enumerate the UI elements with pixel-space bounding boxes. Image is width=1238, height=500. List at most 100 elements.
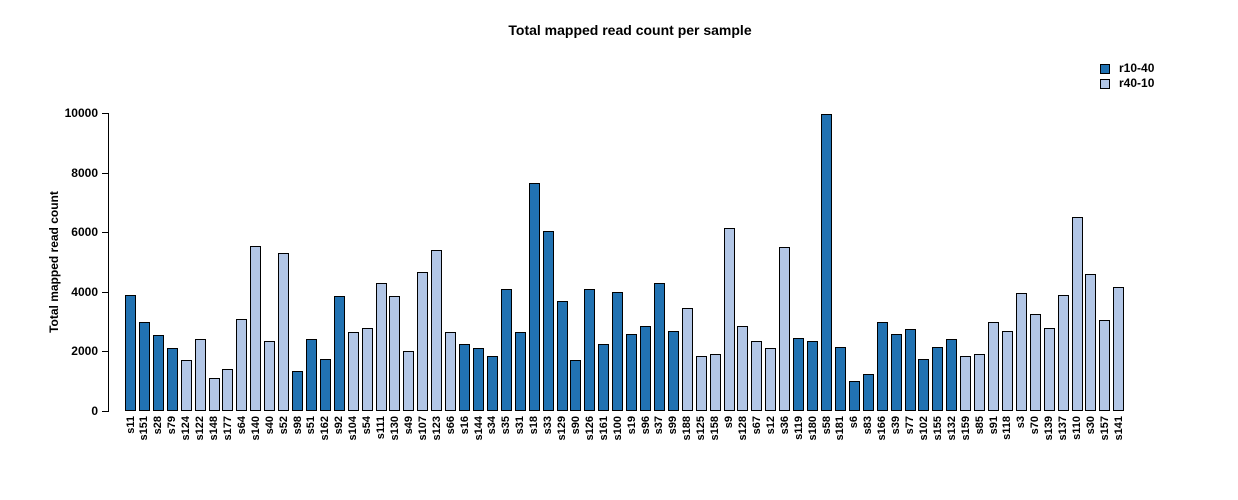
y-tick (102, 351, 108, 353)
x-label-s111: s111 (375, 416, 388, 440)
bar-s16 (459, 343, 471, 411)
x-label-s119: s119 (792, 416, 805, 440)
bar-s40 (264, 340, 276, 411)
bar-s132 (946, 339, 958, 411)
x-label-s124: s124 (180, 416, 193, 441)
bar-s37 (653, 282, 665, 411)
legend-label: r10-40 (1119, 61, 1155, 75)
x-label-s90: s90 (569, 416, 582, 435)
bar-s104 (347, 332, 359, 411)
bar-s92 (333, 296, 345, 411)
x-label-s148: s148 (208, 416, 221, 441)
x-label-s180: s180 (806, 416, 819, 441)
legend-swatch-dark (1100, 63, 1110, 74)
x-label-s139: s139 (1043, 416, 1056, 441)
x-label-s16: s16 (458, 416, 471, 435)
x-label-s66: s66 (444, 416, 457, 435)
y-tick (102, 411, 108, 412)
bar-s126 (584, 288, 596, 411)
bar-s85 (974, 354, 986, 411)
bar-s177 (222, 369, 234, 411)
x-label-s96: s96 (639, 416, 652, 435)
bar-s130 (389, 296, 401, 411)
bar-s129 (556, 300, 568, 411)
x-label-s85: s85 (973, 416, 986, 435)
x-label-s162: s162 (319, 416, 332, 441)
bar-s119 (793, 337, 805, 411)
x-label-s77: s77 (904, 416, 917, 435)
bar-s110 (1071, 217, 1083, 411)
x-label-s125: s125 (695, 416, 708, 441)
x-label-s99: s99 (667, 416, 680, 435)
x-label-s49: s49 (402, 416, 415, 435)
x-label-s110: s110 (1071, 416, 1084, 440)
bar-s83 (862, 373, 874, 411)
bar-s33 (542, 230, 554, 411)
bar-s102 (918, 358, 930, 411)
bar-s111 (375, 282, 387, 411)
x-label-s104: s104 (347, 416, 360, 441)
bar-s161 (598, 343, 610, 411)
y-tick-label: 0 (91, 404, 98, 418)
bar-s99 (667, 330, 679, 411)
bar-s124 (180, 360, 192, 411)
bar-s140 (250, 245, 262, 411)
y-tick-label: 2000 (71, 344, 98, 359)
legend-row-r40-10: r40-10 (1100, 76, 1154, 91)
y-tick (102, 113, 108, 114)
x-label-s34: s34 (486, 416, 499, 435)
bar-s162 (319, 358, 331, 411)
x-label-s137: s137 (1057, 416, 1070, 441)
x-label-s151: s151 (138, 416, 151, 441)
bar-s155 (932, 346, 944, 411)
chart-title: Total mapped read count per sample (508, 22, 752, 38)
x-label-s30: s30 (1084, 416, 1097, 435)
bar-s6 (848, 381, 860, 411)
bar-s96 (640, 326, 652, 411)
bar-s148 (208, 378, 220, 411)
x-label-s129: s129 (556, 416, 569, 441)
x-label-s12: s12 (764, 416, 777, 435)
x-label-s158: s158 (709, 416, 722, 441)
bar-s79 (166, 348, 178, 411)
x-label-s37: s37 (653, 416, 666, 435)
x-label-s40: s40 (263, 416, 276, 435)
legend-row-r10-40: r10-40 (1100, 61, 1154, 76)
x-label-s166: s166 (876, 416, 889, 441)
x-label-s155: s155 (931, 416, 944, 441)
bar-s9 (723, 227, 735, 411)
y-tick (102, 291, 108, 293)
bar-s52 (278, 253, 290, 411)
bar-s181 (834, 346, 846, 411)
x-label-s181: s181 (834, 416, 847, 441)
x-label-s122: s122 (194, 416, 207, 441)
x-label-s102: s102 (917, 416, 930, 441)
x-label-s52: s52 (277, 416, 290, 435)
x-label-s6: s6 (848, 416, 861, 429)
x-label-s11: s11 (124, 416, 137, 434)
bar-s64 (236, 318, 248, 411)
bar-s31 (514, 332, 526, 411)
bar-s90 (570, 360, 582, 411)
bar-s122 (194, 339, 206, 411)
bar-s28 (152, 335, 164, 411)
x-label-s100: s100 (611, 416, 624, 441)
x-label-s126: s126 (583, 416, 596, 441)
bar-s35 (500, 288, 512, 411)
y-tick (102, 232, 108, 234)
x-label-s140: s140 (249, 416, 262, 441)
x-label-s31: s31 (514, 416, 527, 435)
bar-s139 (1043, 327, 1055, 411)
bar-s188 (681, 308, 693, 411)
x-label-s107: s107 (416, 416, 429, 441)
x-label-s18: s18 (528, 416, 541, 435)
x-label-s92: s92 (333, 416, 346, 435)
x-label-s144: s144 (472, 416, 485, 441)
x-label-s83: s83 (862, 416, 875, 435)
x-label-s36: s36 (778, 416, 791, 435)
bar-s100 (612, 291, 624, 411)
legend: r10-40 r40-10 (1100, 61, 1154, 91)
x-label-s177: s177 (221, 416, 234, 441)
bar-s107 (417, 272, 429, 411)
